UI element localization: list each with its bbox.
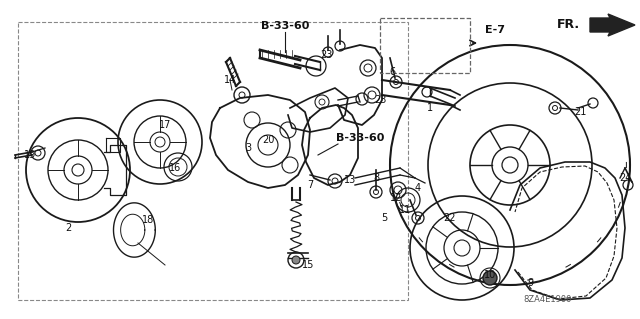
Text: 23: 23 (320, 50, 332, 60)
Circle shape (292, 256, 300, 264)
Text: 10: 10 (484, 270, 496, 280)
Text: 14: 14 (224, 75, 236, 85)
Text: 8ZA4E1900: 8ZA4E1900 (524, 295, 572, 305)
Text: 24: 24 (619, 173, 631, 183)
Text: 21: 21 (574, 107, 586, 117)
Text: 23: 23 (374, 95, 386, 105)
Text: 8: 8 (373, 173, 379, 183)
Text: B-33-60: B-33-60 (336, 133, 384, 143)
Text: 4: 4 (415, 183, 421, 193)
Text: 12: 12 (390, 193, 402, 203)
Text: 5: 5 (381, 213, 387, 223)
Text: 15: 15 (302, 260, 314, 270)
Text: 3: 3 (245, 143, 251, 153)
Text: 13: 13 (344, 175, 356, 185)
Circle shape (483, 271, 497, 285)
Text: 2: 2 (65, 223, 71, 233)
Text: 1: 1 (427, 103, 433, 113)
Text: 11: 11 (399, 205, 411, 215)
Text: 22: 22 (444, 213, 456, 223)
Text: 20: 20 (262, 135, 274, 145)
Text: E-7: E-7 (485, 25, 505, 35)
Text: 9: 9 (527, 278, 533, 288)
Text: FR.: FR. (557, 19, 580, 32)
Text: 16: 16 (169, 163, 181, 173)
Text: B-33-60: B-33-60 (261, 21, 309, 31)
Polygon shape (590, 14, 635, 36)
Bar (380, 18, 470, 73)
Text: 17: 17 (159, 120, 171, 130)
Text: 19: 19 (24, 150, 36, 160)
Text: 18: 18 (142, 215, 154, 225)
Text: 7: 7 (307, 180, 313, 190)
Text: 6: 6 (389, 67, 395, 77)
Bar (18, 22, 408, 300)
